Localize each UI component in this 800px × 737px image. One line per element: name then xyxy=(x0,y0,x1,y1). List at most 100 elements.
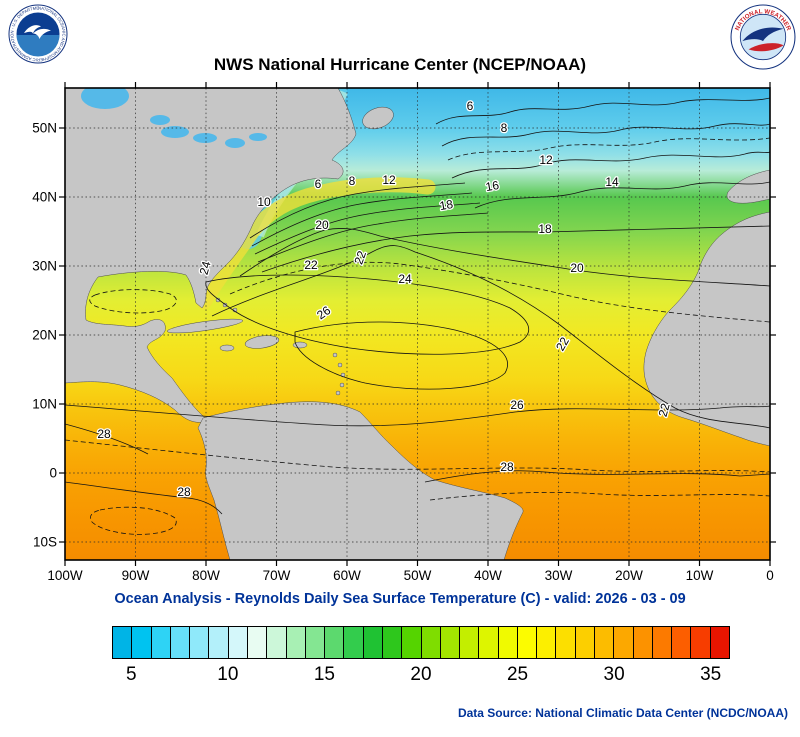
colorbar-cell xyxy=(325,627,345,658)
colorbar-tick-label: 30 xyxy=(603,664,625,685)
colorbar-cell xyxy=(440,627,461,658)
island-bahamas xyxy=(215,297,221,303)
colorbar-tick-label: 10 xyxy=(217,664,239,685)
lon-label: 40W xyxy=(474,568,502,583)
island-puerto-rico xyxy=(292,341,308,349)
great-lake xyxy=(225,138,245,148)
contour-line-dashed xyxy=(429,491,770,501)
lon-label: 20W xyxy=(615,568,643,583)
contour-value-label: 10 xyxy=(257,195,271,209)
nws-bird-icon xyxy=(742,27,784,42)
hudson-bay xyxy=(81,88,129,109)
land-africa xyxy=(643,211,770,447)
lon-label: 90W xyxy=(122,568,150,583)
lat-label: 30N xyxy=(32,259,57,274)
contour-value-label: 22 xyxy=(351,249,369,267)
colorbar-cell xyxy=(537,627,557,658)
contour-value-label: 26 xyxy=(510,398,524,412)
contour-value-label: 6 xyxy=(467,99,474,113)
land-newfoundland xyxy=(362,106,394,130)
colorbar-cell xyxy=(672,627,692,658)
sst-contours xyxy=(65,97,770,535)
contour-value-label: 20 xyxy=(570,261,584,275)
contour-line xyxy=(441,123,770,147)
great-lake xyxy=(193,133,217,143)
longitude-labels: 100W 90W 80W 70W 60W 50W 40W 30W 20W 10W 0 xyxy=(47,568,773,583)
graticule xyxy=(65,88,770,560)
colorbar-cell xyxy=(556,627,576,658)
contour-line xyxy=(294,321,508,390)
lon-label: 100W xyxy=(47,568,83,583)
colorbar-cell xyxy=(575,627,596,658)
island-hispaniola xyxy=(244,335,280,349)
gulf-stream-band xyxy=(196,177,436,310)
contour-line xyxy=(474,181,770,209)
contour-value-label: 20 xyxy=(315,218,329,232)
colorbar-cell xyxy=(595,627,615,658)
lat-label: 20N xyxy=(32,328,57,343)
colorbar-tick-label: 25 xyxy=(506,664,529,685)
lon-label: 60W xyxy=(333,568,361,583)
lat-label: 0 xyxy=(49,466,57,481)
island-antilles xyxy=(335,390,341,396)
axis-tick-marks xyxy=(59,82,776,566)
colorbar-cell xyxy=(479,627,499,658)
contour-value-label: 28 xyxy=(97,427,111,441)
colorbar-cell xyxy=(344,627,364,658)
temperature-colorbar xyxy=(112,626,730,659)
contour-value-label: 18 xyxy=(538,222,552,236)
land-north-america xyxy=(65,88,357,423)
colorbar-tick-label: 35 xyxy=(700,664,722,685)
contour-value-label: 12 xyxy=(382,173,396,187)
colorbar-cell xyxy=(170,627,191,658)
contour-line-dashed xyxy=(65,439,770,473)
contour-line xyxy=(205,274,530,355)
colorbar-tick-label: 15 xyxy=(313,664,336,685)
contour-value-label: 14 xyxy=(605,175,619,189)
noaa-emblem-sea xyxy=(16,35,60,57)
colorbar-cell xyxy=(113,627,133,658)
colorbar-cell xyxy=(421,627,441,658)
noaa-gull-icon xyxy=(24,25,41,34)
lat-label: 10S xyxy=(33,535,57,550)
lon-label: 50W xyxy=(404,568,432,583)
contour-line xyxy=(424,470,770,483)
colorbar-cell xyxy=(132,627,152,658)
island-antilles xyxy=(339,382,345,388)
land-south-america xyxy=(197,401,524,560)
colorbar-cell xyxy=(363,627,383,658)
data-source-credit: Data Source: National Climatic Data Cent… xyxy=(457,706,788,720)
contour-line xyxy=(239,228,770,287)
lon-label: 10W xyxy=(686,568,714,583)
contour-value-label: 24 xyxy=(398,272,412,286)
lon-label: 0 xyxy=(766,568,774,583)
colorbar-cell xyxy=(498,627,518,658)
great-lake xyxy=(150,115,170,125)
contour-line xyxy=(435,97,770,125)
colorbar-tick-label: 20 xyxy=(410,664,432,685)
colorbar-cell xyxy=(305,627,326,658)
contour-value-label: 16 xyxy=(485,178,501,194)
lon-label: 70W xyxy=(263,568,291,583)
great-lake xyxy=(161,126,189,138)
contour-line xyxy=(65,481,223,515)
contour-value-label: 8 xyxy=(349,174,356,188)
colorbar-cell xyxy=(382,627,403,658)
colorbar-cell xyxy=(247,627,268,658)
contour-line xyxy=(451,151,770,179)
contour-line xyxy=(257,212,489,263)
lon-label: 80W xyxy=(192,568,220,583)
colorbar-cell xyxy=(460,627,480,658)
island-jamaica xyxy=(219,344,235,352)
page-title: NWS National Hurricane Center (NCEP/NOAA… xyxy=(213,55,587,74)
contour-value-label: 12 xyxy=(539,153,553,167)
contour-value-label: 28 xyxy=(177,485,191,499)
nws-red-swoosh-icon xyxy=(748,43,784,52)
nws-logo: NATIONAL WEATHER SERVICE xyxy=(730,4,796,70)
contour-line xyxy=(211,245,770,429)
contour-value-label: 18 xyxy=(439,197,455,213)
colorbar-cell xyxy=(633,627,653,658)
contour-line-dashed xyxy=(229,261,770,323)
